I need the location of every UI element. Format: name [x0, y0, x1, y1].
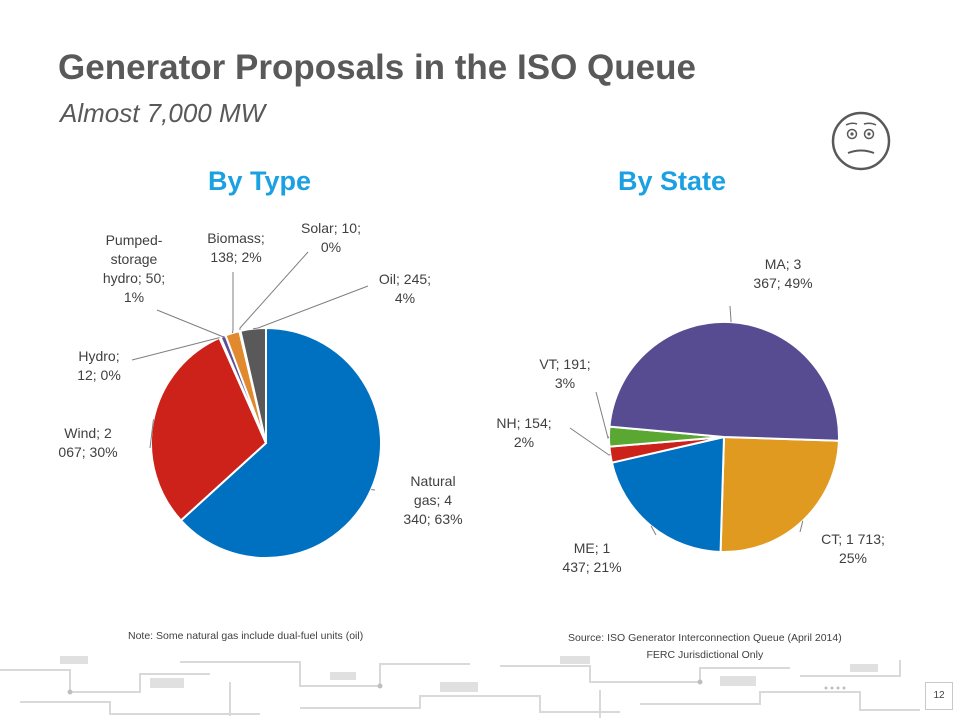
- data-label-nh: NH; 154; 2%: [496, 415, 551, 450]
- data-label-me: ME; 1 437; 21%: [562, 540, 621, 575]
- pie-slice-ct: [719, 435, 840, 553]
- data-label-solar: Solar; 10; 0%: [301, 220, 361, 255]
- slide-title: Generator Proposals in the ISO Queue: [58, 48, 696, 87]
- pie-by-state: CT; 1 713; 25% ME; 1 437; 21% NH; 154; 2% VT; …: [496, 256, 885, 575]
- leader-line-wind: [149, 419, 154, 449]
- leader-line-ma: [729, 305, 732, 323]
- source-line-1: Source: ISO Generator Interconnection Qu…: [568, 632, 842, 644]
- data-label-ma: MA; 3 367; 49%: [753, 256, 812, 291]
- pie-slice-ma: [608, 320, 840, 442]
- frowning-face-icon: [831, 111, 891, 171]
- data-label-biomass: Biomass; 138; 2%: [207, 230, 265, 265]
- source-line-2: FERC Jurisdictional Only: [646, 649, 764, 661]
- data-label-pumped-storage-hydro: Pumped-storage hydro; 50; 1%: [103, 232, 165, 305]
- pie-slice-me: [610, 435, 726, 553]
- pie-slice-wind: [150, 336, 268, 522]
- leader-line-oil: [253, 285, 369, 330]
- page-number: 12: [925, 682, 953, 710]
- pie-slice-natural-gas: [179, 326, 382, 559]
- leader-line-me: [650, 525, 657, 536]
- data-label-ct: CT; 1 713; 25%: [821, 531, 885, 566]
- data-label-natural-gas: Natural gas; 4 340; 63%: [403, 473, 462, 527]
- data-label-hydro: Hydro; 12; 0%: [77, 348, 121, 383]
- leader-line-pumped-storage-hydro: [156, 309, 227, 339]
- data-label-vt: VT; 191; 3%: [539, 356, 590, 391]
- pie-charts: Natural gas; 4 340; 63% Wind; 2 067; 30% Hydr…: [58, 220, 885, 575]
- data-label-wind: Wind; 2 067; 30%: [58, 425, 117, 460]
- footnote-note: Note: Some natural gas include dual-fuel…: [128, 630, 364, 642]
- leader-line-hydro: [131, 337, 221, 361]
- data-label-oil: Oil; 245; 4%: [379, 271, 431, 306]
- slide-subtitle: Almost 7,000 MW: [60, 98, 266, 128]
- leader-line-nh: [569, 427, 611, 456]
- leader-line-natural-gas: [371, 489, 376, 491]
- chart-title-by-state: By State: [618, 166, 727, 196]
- circuit-decoration: [0, 656, 920, 718]
- pie-by-type: Natural gas; 4 340; 63% Wind; 2 067; 30% Hydr…: [58, 220, 463, 559]
- chart-title-by-type: By Type: [208, 166, 312, 196]
- leader-line-biomass: [231, 272, 234, 334]
- leader-line-ct: [799, 520, 804, 533]
- leader-line-vt: [595, 391, 610, 440]
- footnote-source: Source: ISO Generator Interconnection Qu…: [568, 630, 842, 664]
